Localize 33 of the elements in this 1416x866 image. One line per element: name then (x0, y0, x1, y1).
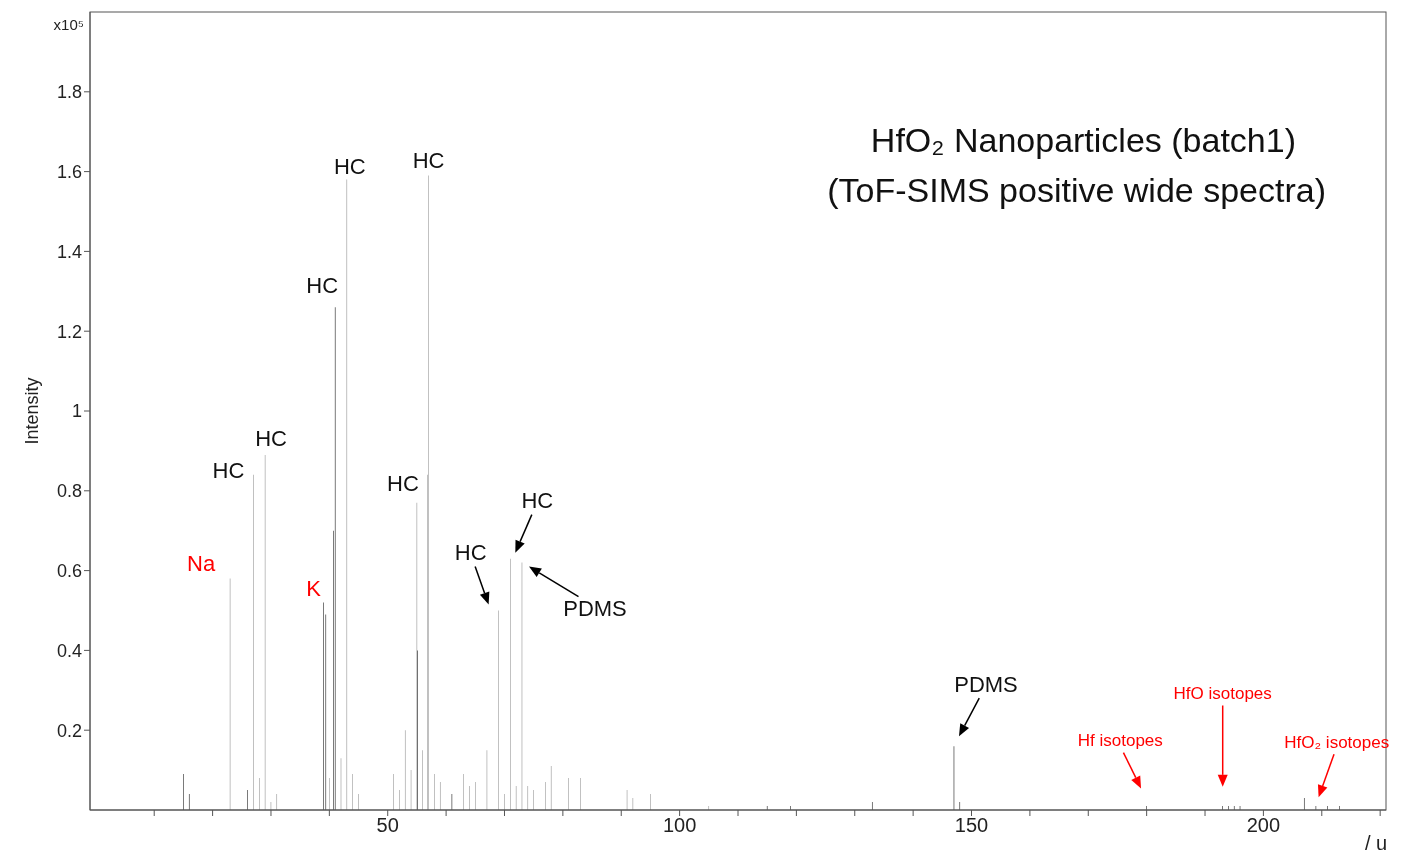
y-tick-label: 1.8 (56, 82, 82, 103)
annotation: HC (255, 426, 288, 452)
y-tick-label: 0.2 (56, 720, 82, 741)
annotation: HC (454, 540, 487, 565)
annotation: Na (187, 551, 216, 577)
text: (ToF-SIMS positive wide spectra) (827, 171, 1326, 209)
annotation: HC (521, 488, 554, 514)
annotation: HC (306, 272, 339, 298)
x-axis-title: / u (1364, 832, 1388, 854)
text: x10⁵ (53, 16, 84, 33)
y-tick-label: 0.8 (56, 481, 82, 502)
annotation: HC (333, 154, 366, 180)
annotation: HfO₂ isotopes (1284, 732, 1390, 752)
x-tick-label: 200 (1246, 814, 1281, 837)
x-tick-label: 100 (662, 814, 697, 837)
x-tick-label: 150 (954, 814, 989, 837)
annotation: HC (387, 471, 419, 497)
y-axis-title: Intensity (22, 377, 42, 445)
y-tick-label: 1 (71, 401, 82, 422)
annotation: PDMS (954, 671, 1018, 697)
annotation: HC (412, 148, 445, 174)
text: HfO₂ Nanoparticles (batch1) (870, 121, 1296, 159)
y-tick-label: 1.6 (56, 161, 82, 182)
annotation: Hf isotopes (1077, 731, 1163, 751)
y-tick-label: 1.2 (56, 321, 82, 342)
annotation: PDMS (563, 596, 627, 622)
y-tick-label: 0.4 (56, 640, 82, 661)
x-tick-label: 50 (376, 814, 399, 837)
y-tick-label: 0.6 (56, 560, 82, 581)
annotation: K (306, 576, 322, 602)
annotation: HfO isotopes (1173, 683, 1272, 703)
annotation: HC (212, 458, 245, 484)
y-tick-label: 1.4 (56, 241, 82, 262)
